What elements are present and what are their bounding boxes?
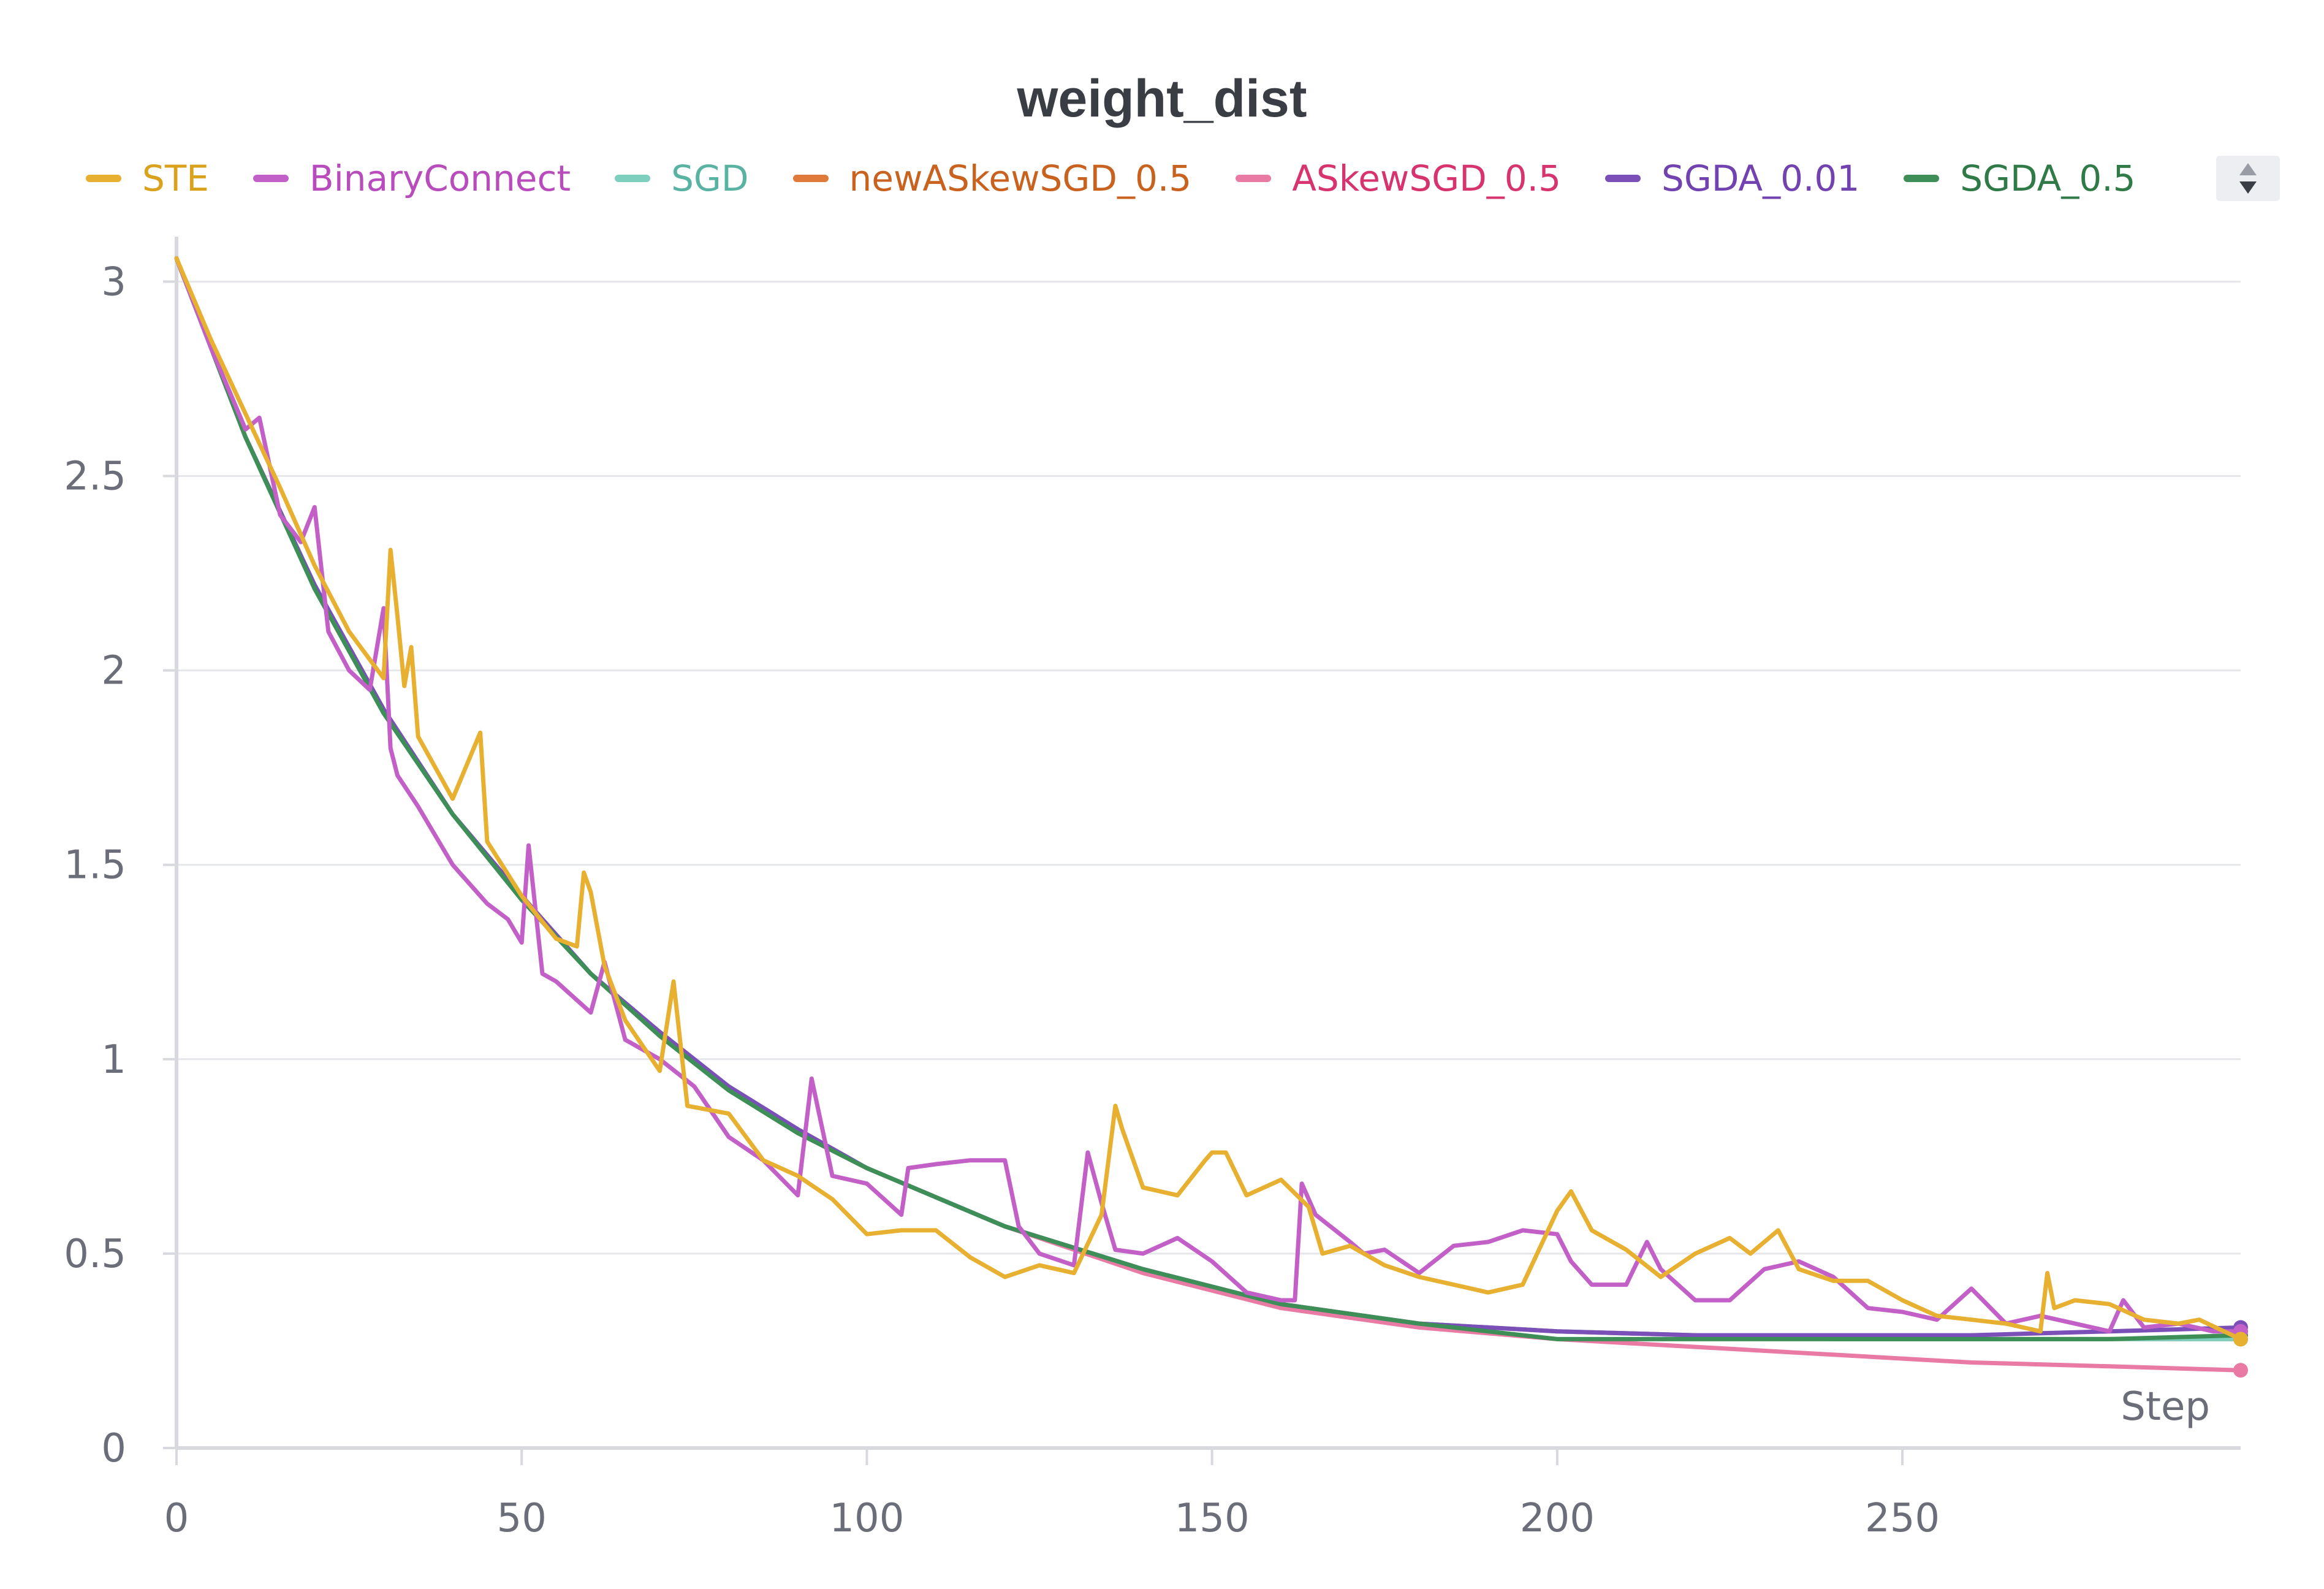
y-tick-label: 2 xyxy=(101,649,126,694)
legend-item[interactable]: SGD xyxy=(615,158,749,199)
legend-label: SGDA_0.5 xyxy=(1960,158,2136,199)
legend-label: ASkewSGD_0.5 xyxy=(1292,158,1562,199)
y-tick-label: 3 xyxy=(101,259,126,305)
series-line-BinaryConnect xyxy=(174,256,2243,1334)
legend-label: BinaryConnect xyxy=(309,158,571,199)
y-tick-label: 2.5 xyxy=(64,454,126,500)
legend-swatch xyxy=(253,175,289,182)
x-tick-label: 150 xyxy=(1175,1496,1250,1541)
legend-swatch xyxy=(1236,175,1272,182)
legend-swatch xyxy=(792,175,829,182)
series-line-STE xyxy=(174,256,2243,1341)
legend-swatch xyxy=(615,175,651,182)
triangle-down-icon[interactable] xyxy=(2239,181,2257,194)
triangle-up-icon[interactable] xyxy=(2239,163,2257,175)
chart-title: weight_dist xyxy=(1017,69,1307,128)
y-tick-label: 1 xyxy=(101,1037,126,1083)
series-endpoint-marker xyxy=(2233,1332,2248,1347)
legend-swatch xyxy=(1605,175,1641,182)
series-line-SGDA_0.5 xyxy=(174,256,2243,1341)
y-tick-label: 0 xyxy=(101,1426,126,1471)
legend-swatch xyxy=(86,175,121,182)
x-tick-label: 0 xyxy=(164,1496,189,1541)
axes xyxy=(163,237,2241,1465)
legend-item[interactable]: STE xyxy=(86,158,209,199)
legend-item[interactable]: ASkewSGD_0.5 xyxy=(1236,158,1561,199)
series-endpoint-marker xyxy=(2233,1363,2248,1378)
gridlines xyxy=(177,280,2241,1255)
legend-label: STE xyxy=(142,158,209,199)
legend: STE BinaryConnect SGD newASkewSGD_0.5 ASkewS… xyxy=(86,152,2180,205)
legend-scroll-button[interactable] xyxy=(2216,156,2280,201)
legend-label: SGDA_0.01 xyxy=(1661,158,1860,199)
y-tick-label: 0.5 xyxy=(64,1232,126,1277)
legend-label: SGD xyxy=(671,158,749,199)
series-lines xyxy=(174,256,2248,1378)
legend-item[interactable]: BinaryConnect xyxy=(253,158,571,199)
legend-item[interactable]: SGDA_0.01 xyxy=(1605,158,1859,199)
y-tick-label: 1.5 xyxy=(64,843,126,888)
x-tick-label: 250 xyxy=(1865,1496,1940,1541)
x-tick-label: 50 xyxy=(496,1496,546,1541)
legend-swatch xyxy=(1904,175,1940,182)
x-tick-label: 100 xyxy=(829,1496,904,1541)
tick-labels: 0 0.5 1 1.5 2 2.5 3 0 50 100 150 200 250 xyxy=(64,259,1940,1541)
legend-label: newASkewSGD_0.5 xyxy=(849,158,1192,199)
legend-item[interactable]: newASkewSGD_0.5 xyxy=(792,158,1192,199)
x-tick-label: 200 xyxy=(1520,1496,1595,1541)
legend-item[interactable]: SGDA_0.5 xyxy=(1904,158,2136,199)
x-axis-label: Step xyxy=(2121,1384,2210,1430)
